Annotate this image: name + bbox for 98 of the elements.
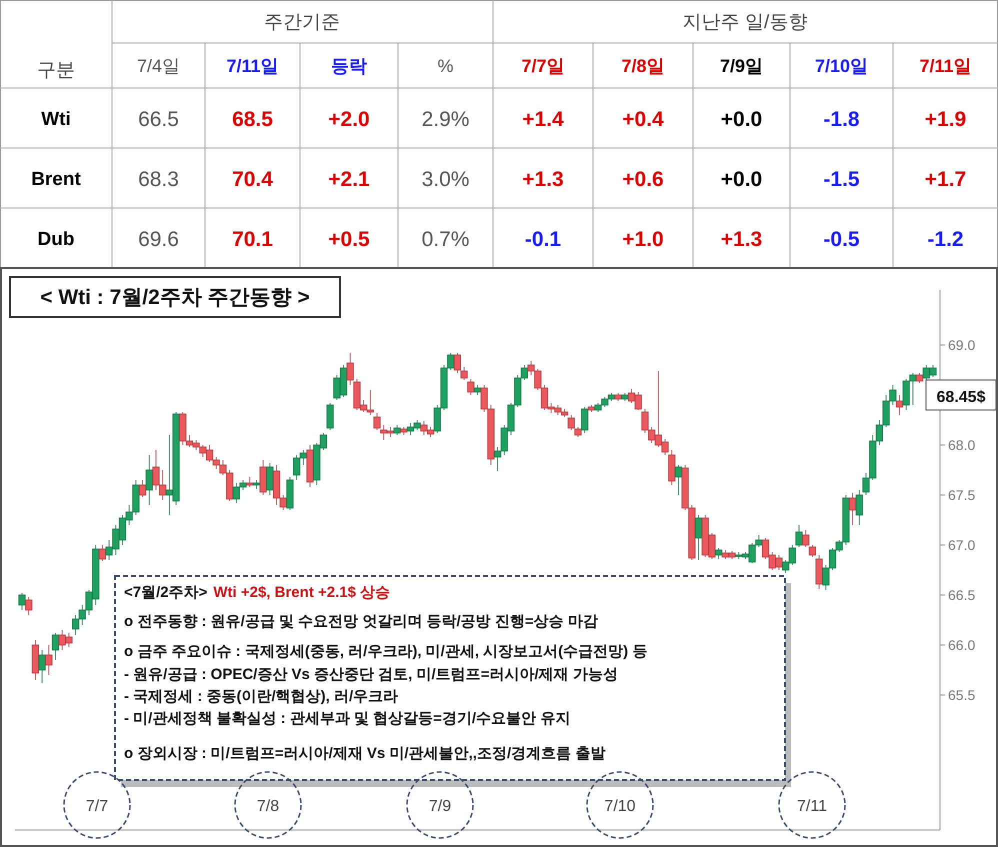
x-tick-label: 7/11일 [919, 56, 972, 76]
y-tick-label: 66.5 [948, 587, 976, 603]
data-label: +2.0 [328, 108, 370, 131]
candlestick [795, 524, 803, 548]
candlestick [816, 554, 823, 590]
x-tick-label: 7/11일 [226, 56, 279, 76]
data-label: +0.0 [720, 168, 762, 191]
candlestick [18, 592, 26, 610]
y-tick-label: 67.5 [948, 487, 976, 503]
candlestick [260, 460, 267, 496]
candlestick [394, 424, 401, 436]
candlestick [138, 480, 146, 498]
candlestick [52, 632, 60, 660]
x-tick-label: 7/4일 [136, 56, 180, 76]
x-tick-label: 7/7일 [521, 56, 565, 76]
annotation: Wti +2$, Brent +2.1$ 상승 [213, 584, 390, 601]
y-tick-label: Brent [31, 169, 82, 190]
y-tick-label: Wti [41, 109, 71, 130]
y-tick-label: 66.0 [948, 637, 976, 653]
candlestick [614, 392, 622, 402]
y-tick-label: 69.0 [948, 337, 976, 353]
candlestick [581, 406, 588, 434]
candlestick [715, 548, 722, 560]
candlestick [45, 644, 52, 676]
annotation: o 전주동향 : 원유/공급 및 수요전망 엇갈리며 등락/공방 진행=상승 마감 [124, 613, 598, 630]
data-label: 0.7% [422, 228, 470, 251]
annotation: o 장외시장 : 미/트럼프=러시아/제재 Vs 미/관세불안,,조정/경계흐름 출발 [124, 745, 606, 762]
annotation: - 원유/공급 : OPEC/증산 Vs 증산중단 검토, 미/트럼프=러시아/제재 가능성 [124, 666, 618, 683]
annotation: - 국제정세 : 중동(이란/핵협상), 러/우크라 [124, 688, 398, 705]
x-tick-label: 등락 [331, 56, 367, 76]
data-label: +2.1 [328, 168, 370, 191]
data-label: -0.5 [823, 228, 860, 251]
data-label: +1.4 [522, 108, 564, 131]
candlestick [856, 490, 863, 526]
chart-title: < Wti : 7월/2주차 주간동향 > [40, 286, 310, 309]
data-label: -1.5 [823, 168, 860, 191]
candlestick [621, 392, 628, 402]
candlestick [98, 544, 106, 562]
annotation: 7/11 [797, 798, 828, 815]
data-label: +1.0 [622, 228, 664, 251]
candlestick [694, 514, 702, 560]
annotation: o 금주 주요이슈 : 국제정세(중동, 러/우크라), 미/관세, 시장보고서(수급전망) 등 [124, 643, 648, 660]
candlestick [32, 640, 39, 680]
text: 구분 [37, 60, 75, 81]
data-label: +1.7 [924, 168, 966, 191]
y-tick-label: 67.0 [948, 537, 976, 553]
data-label: 2.9% [422, 108, 470, 131]
data-label: -1.2 [927, 228, 964, 251]
annotation: - 미/관세정책 불확실성 : 관세부과 및 협상갈등=경기/수요불안 유지 [124, 710, 570, 727]
x-tick-label: 7/8일 [621, 56, 665, 76]
data-label: +0.4 [622, 108, 664, 131]
x-tick-label: 7/10일 [814, 56, 868, 76]
data-label: 68.3 [138, 168, 179, 191]
data-label: -0.1 [524, 228, 562, 251]
text: 지난주 일/동향 [682, 12, 808, 33]
candlestick [25, 596, 32, 616]
data-label: +0.6 [622, 168, 664, 191]
candlestick [266, 462, 274, 496]
candlestick [588, 404, 595, 412]
data-label: 70.1 [232, 228, 274, 251]
annotation: 7/10 [604, 798, 636, 815]
data-label: -1.8 [823, 108, 860, 131]
data-label: +0.5 [328, 228, 370, 251]
x-tick-label: % [437, 56, 454, 76]
candlestick [668, 450, 676, 486]
data-label: +1.9 [924, 108, 966, 131]
annotation: 7/7 [86, 798, 108, 815]
data-label: +1.3 [720, 228, 762, 251]
candlestick [246, 476, 254, 488]
data-label: 66.5 [138, 108, 179, 131]
candlestick [916, 372, 924, 384]
candlestick [306, 444, 314, 488]
data-label: 70.4 [232, 168, 274, 191]
y-tick-label: Dub [38, 229, 74, 250]
candlestick [286, 476, 294, 510]
candlestick [146, 454, 153, 506]
candlestick [400, 426, 408, 436]
candlestick [38, 650, 46, 684]
annotation: <7월/2주차> [124, 584, 208, 601]
annotation: 68.45$ [936, 389, 986, 406]
data-label: 68.5 [232, 108, 274, 131]
candlestick [252, 480, 260, 490]
candlestick [326, 402, 334, 430]
annotation: 7/8 [256, 798, 280, 815]
data-label: +1.3 [522, 168, 564, 191]
x-tick-label: 7/9일 [720, 56, 764, 76]
annotation: 7/9 [428, 798, 452, 815]
candlestick [467, 378, 474, 396]
data-label: 3.0% [422, 168, 470, 191]
candlestick [896, 394, 904, 416]
candlestick [674, 464, 682, 496]
y-tick-label: 68.0 [948, 437, 976, 453]
candlestick [849, 492, 856, 526]
candlestick [474, 384, 482, 396]
data-label: 69.6 [138, 228, 179, 251]
text: 주간기준 [264, 12, 340, 33]
y-tick-label: 65.5 [948, 687, 976, 703]
data-label: +0.0 [720, 108, 762, 131]
